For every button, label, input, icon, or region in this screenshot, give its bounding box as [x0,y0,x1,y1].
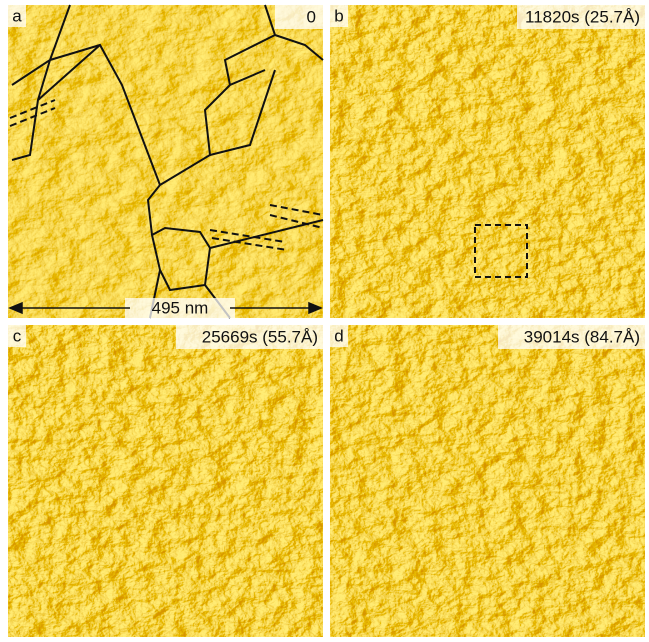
afm-image [330,325,645,637]
panel-a: a 0 495 nm [8,5,323,318]
panel-c: c 25669s (55.7Å) [8,325,323,637]
panel-label: a [12,6,22,25]
afm-image [330,5,645,318]
panel-label: d [334,326,343,345]
scale-label: 495 nm [152,298,209,317]
page: {"panels": [ {"label": "a", "time": "0"}… [0,0,649,637]
time-label: 11820s (25.7Å) [525,7,640,26]
afm-image [8,325,323,637]
time-label: 39014s (84.7Å) [524,327,640,346]
panel-label: b [334,6,343,25]
figure: a 0 495 nm b 11820s (25.7Å) c 25669s (55… [0,0,649,637]
panel-label: c [13,326,22,345]
afm-image [8,5,323,318]
panel-b: b 11820s (25.7Å) [330,5,645,318]
time-label: 25669s (55.7Å) [202,327,318,346]
panel-d: d 39014s (84.7Å) [330,325,645,637]
time-label: 0 [307,7,316,26]
